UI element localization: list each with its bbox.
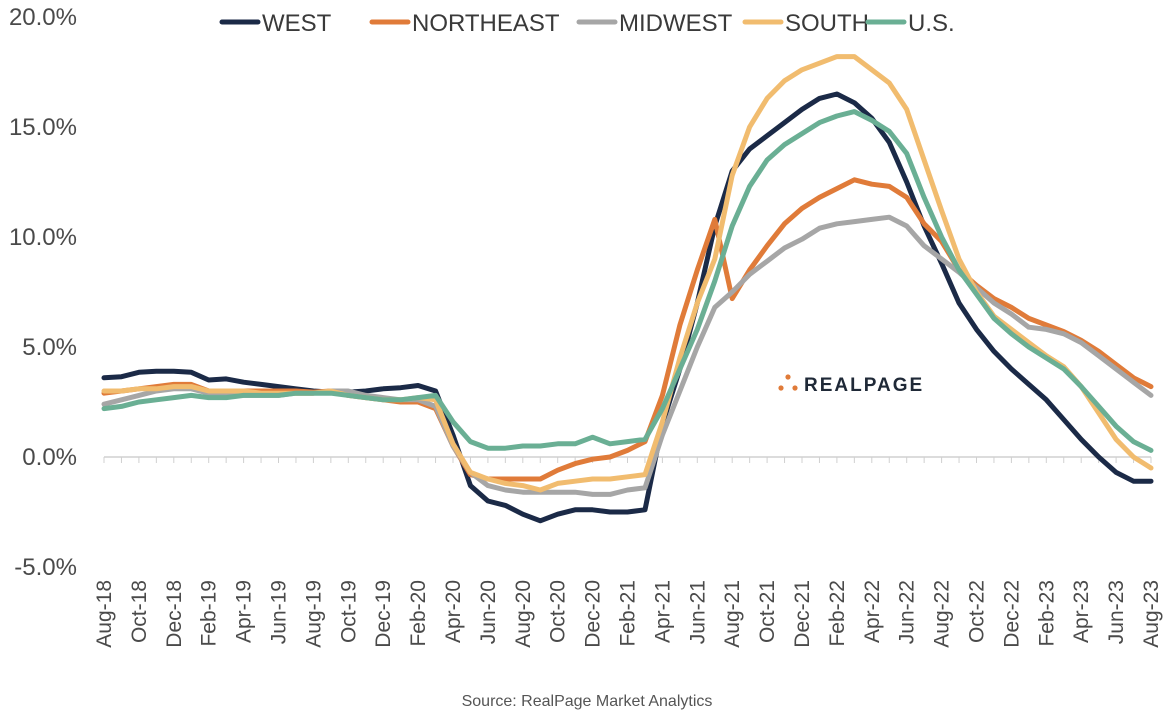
y-tick-label: 15.0% <box>9 114 77 141</box>
x-tick-label: Dec-21 <box>791 580 814 648</box>
y-tick-label: 0.0% <box>22 444 77 471</box>
x-tick-label: Aug-21 <box>721 580 744 648</box>
legend-label: NORTHEAST <box>412 10 560 37</box>
y-tick-label: 20.0% <box>9 4 77 31</box>
x-tick-label: Aug-20 <box>512 580 535 648</box>
x-tick-label: Dec-22 <box>1000 580 1023 648</box>
legend-label: U.S. <box>908 10 955 37</box>
x-tick-label: Feb-22 <box>826 580 849 647</box>
series-line-northeast <box>101 177 1154 482</box>
y-tick-label: 5.0% <box>22 334 77 361</box>
y-tick-label: 10.0% <box>9 224 77 251</box>
series-line-us <box>101 109 1154 453</box>
x-tick-label: Aug-22 <box>931 580 954 648</box>
y-axis: 20.0% 15.0% 10.0% 5.0% 0.0% -5.0% <box>9 4 77 581</box>
x-tick-label: Jun-23 <box>1105 580 1128 644</box>
x-tick-label: Feb-23 <box>1035 580 1058 647</box>
x-tick-label: Oct-19 <box>337 580 360 643</box>
x-tick-label: Jun-21 <box>686 580 709 644</box>
y-tick-label: -5.0% <box>14 554 77 581</box>
x-tick-label: Jun-20 <box>477 580 500 644</box>
legend-label: SOUTH <box>785 10 869 37</box>
logo-wordmark: REALPAGE <box>804 375 924 396</box>
x-tick-label: Dec-18 <box>163 580 186 648</box>
realpage-logo: REALPAGE <box>778 374 924 396</box>
legend: WEST NORTHEAST MIDWEST SOUTH U.S. <box>219 10 955 37</box>
x-tick-label: Apr-19 <box>233 580 256 643</box>
x-tick-label: Aug-19 <box>302 580 325 648</box>
x-tick-label: Apr-23 <box>1070 580 1093 643</box>
x-tick-label: Dec-19 <box>372 580 395 648</box>
x-tick-label: Feb-21 <box>617 580 640 647</box>
x-tick-label: Oct-20 <box>547 580 570 643</box>
x-tick-label: Feb-20 <box>407 580 430 647</box>
x-tick-label: Apr-22 <box>861 580 884 643</box>
x-tick-label: Oct-18 <box>128 580 151 643</box>
x-tick-label: Aug-18 <box>93 580 116 648</box>
source-note: Source: RealPage Market Analytics <box>462 693 713 710</box>
x-tick-label: Aug-23 <box>1140 580 1163 648</box>
series-line-west <box>101 91 1154 524</box>
x-axis: Aug-18 Oct-18 Dec-18 Feb-19 Apr-19 Jun-19 Aug-… <box>93 456 1163 648</box>
x-tick-label: Dec-20 <box>582 580 605 648</box>
x-tick-label: Jun-22 <box>896 580 919 644</box>
x-tick-label: Feb-19 <box>198 580 221 647</box>
x-tick-label: Oct-22 <box>966 580 989 643</box>
x-tick-label: Oct-21 <box>756 580 779 643</box>
x-tick-label: Apr-20 <box>442 580 465 643</box>
series-lines <box>101 54 1154 524</box>
legend-label: MIDWEST <box>619 10 733 37</box>
x-tick-label: Apr-21 <box>651 580 674 643</box>
dots-logo-icon <box>778 374 798 391</box>
x-tick-label: Jun-19 <box>268 580 291 644</box>
series-line-south <box>101 54 1154 493</box>
legend-label: WEST <box>262 10 332 37</box>
